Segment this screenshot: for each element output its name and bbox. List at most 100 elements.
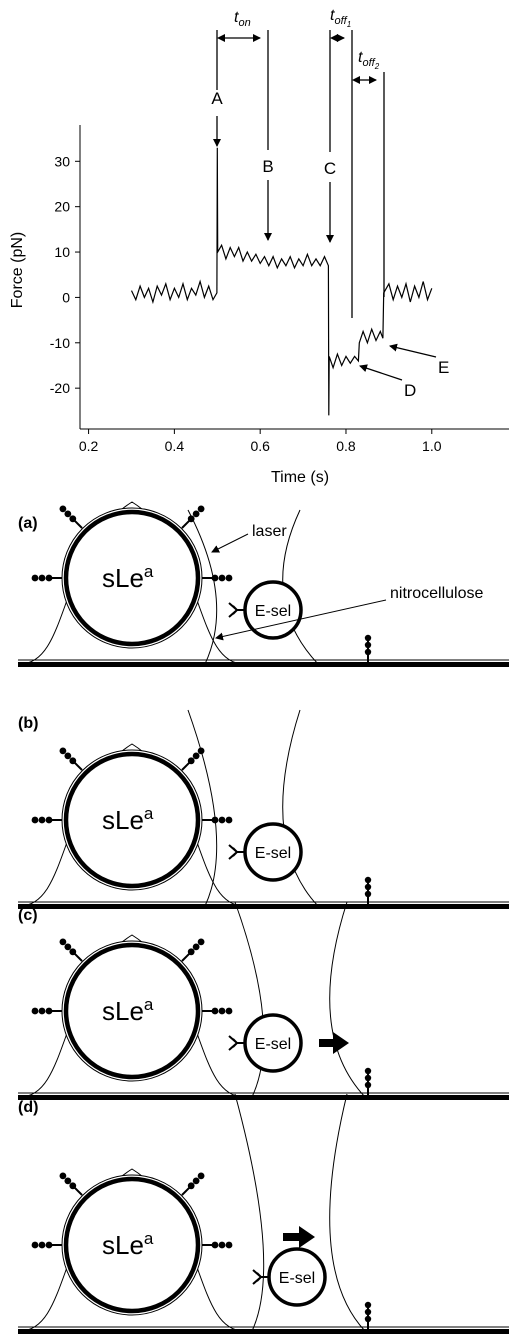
- bead-label: sLea: [102, 1229, 154, 1260]
- post-dot: [364, 648, 372, 656]
- surface: [18, 904, 509, 909]
- post-dot: [364, 1067, 372, 1075]
- bead-label: sLea: [102, 995, 154, 1026]
- sub: off: [362, 57, 375, 69]
- post-dot: [364, 1074, 372, 1082]
- probe-label: E-sel: [255, 1036, 291, 1053]
- laser-beam: [329, 1093, 366, 1332]
- receptor-dot: [59, 1172, 67, 1180]
- receptor-dot: [45, 574, 53, 582]
- y-tick-label: 0: [62, 289, 70, 305]
- receptor-dot: [64, 943, 72, 951]
- surface: [18, 662, 509, 667]
- receptor-dot: [59, 505, 67, 513]
- receptor-dot: [69, 1182, 77, 1190]
- y-tick-label: 20: [54, 199, 70, 215]
- post-dot: [364, 641, 372, 649]
- receptor-dot: [69, 757, 77, 765]
- t-off1-label: toff1: [330, 7, 351, 29]
- receptor-dot: [197, 505, 205, 513]
- bead-label: sLea: [102, 562, 154, 593]
- post-dot: [364, 1081, 372, 1089]
- laser-beam: [187, 509, 218, 665]
- t: t: [358, 49, 363, 66]
- bead: [63, 509, 201, 647]
- bead: [63, 942, 201, 1080]
- post-dot: [364, 634, 372, 642]
- receptor-dot: [218, 816, 226, 824]
- receptor-dot: [225, 816, 233, 824]
- arrow: [211, 533, 249, 553]
- receptor-dot: [45, 816, 53, 824]
- laser-beam: [234, 1093, 265, 1332]
- receptor-dot: [187, 515, 195, 523]
- bead-label-sup: a: [144, 562, 154, 581]
- receptor-dot: [31, 574, 39, 582]
- label-e: E: [438, 358, 449, 377]
- receptor-dot: [225, 574, 233, 582]
- t: t: [234, 9, 239, 26]
- receptor-dot: [187, 757, 195, 765]
- annotations: [213, 30, 437, 381]
- receptor-stem: [74, 762, 83, 771]
- surface: [18, 1095, 509, 1100]
- receptor-dot: [197, 938, 205, 946]
- receptor-dot: [218, 1241, 226, 1249]
- receptor-dot: [211, 1241, 219, 1249]
- label-a: A: [211, 89, 223, 108]
- receptor-dot: [192, 510, 200, 518]
- bead-label-main: sLe: [102, 1230, 144, 1260]
- receptor-dot: [69, 515, 77, 523]
- panel-label: (d): [18, 1099, 38, 1116]
- x-tick-label: 0.8: [336, 438, 356, 454]
- laser-beam: [329, 901, 366, 1098]
- post-dot: [364, 1308, 372, 1316]
- receptor-stem: [74, 953, 83, 962]
- laser-label: laser: [252, 523, 287, 540]
- bead: [63, 1176, 201, 1314]
- y-tick-label: -20: [50, 380, 70, 396]
- label-d: D: [404, 381, 416, 400]
- t-off2-label: toff2: [358, 49, 380, 71]
- bead-label-main: sLe: [102, 996, 144, 1026]
- receptor-dot: [187, 1182, 195, 1190]
- receptor-dot: [45, 1241, 53, 1249]
- probe-ligand: [228, 844, 245, 860]
- receptor-dot: [225, 1007, 233, 1015]
- receptor-dot: [38, 816, 46, 824]
- probe-ligand: [252, 1269, 269, 1285]
- receptor-dot: [59, 938, 67, 946]
- receptor-dot: [218, 574, 226, 582]
- t-on-label: ton: [234, 9, 251, 29]
- receptor-dot: [218, 1007, 226, 1015]
- receptor-dot: [211, 1007, 219, 1015]
- laser-beam: [187, 709, 218, 907]
- sub: on: [238, 17, 250, 29]
- receptor-stem: [181, 520, 190, 529]
- receptor-dot: [38, 1241, 46, 1249]
- y-tick-label: 10: [54, 244, 70, 260]
- panel-label: (b): [18, 715, 38, 732]
- receptor-stem: [181, 953, 190, 962]
- receptor-dot: [64, 752, 72, 760]
- bead-label-sup: a: [144, 1229, 154, 1248]
- post-dot: [364, 876, 372, 884]
- receptor-stem: [181, 1187, 190, 1196]
- x-tick-label: 1.0: [422, 438, 442, 454]
- y-tick-label: 30: [54, 153, 70, 169]
- arrow: [215, 599, 387, 641]
- bead-label-main: sLe: [102, 563, 144, 593]
- receptor-dot: [38, 574, 46, 582]
- subsub: 1: [347, 20, 351, 29]
- receptor-dot: [64, 1177, 72, 1185]
- panel: (d) sLea E-sel: [18, 1093, 509, 1334]
- arrow: [359, 364, 403, 381]
- receptor-stem: [74, 1187, 83, 1196]
- laser-beam: [19, 743, 245, 907]
- sub: off: [334, 15, 347, 27]
- y-axis-label: Force (pN): [9, 232, 26, 308]
- force-trace: [130, 147, 433, 416]
- subsub: 2: [374, 62, 380, 71]
- probe-label: E-sel: [255, 845, 291, 862]
- receptor-dot: [64, 510, 72, 518]
